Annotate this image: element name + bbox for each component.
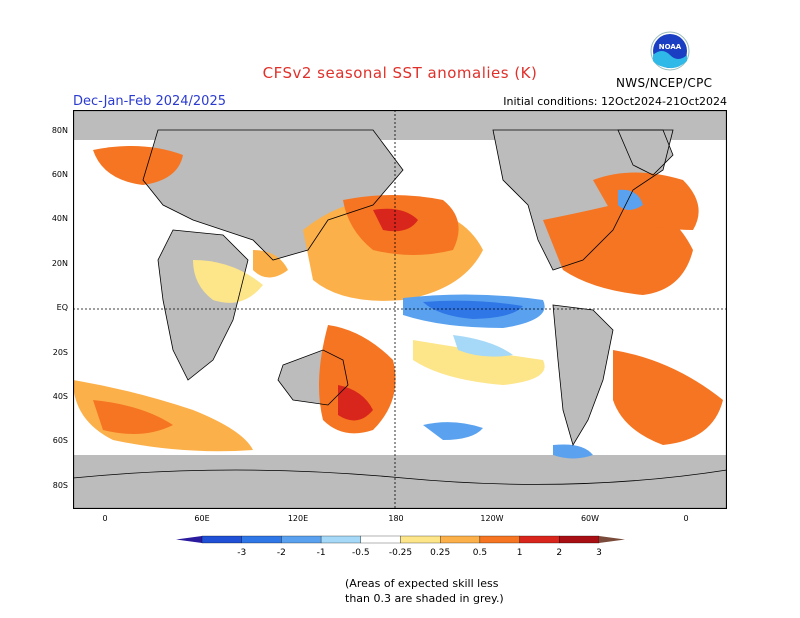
latitude-label: 80N [51, 126, 68, 135]
colorbar-segment [241, 535, 282, 544]
colorbar-segment [201, 535, 242, 544]
colorbar-tick-label: 0.25 [430, 548, 450, 558]
longitude-label: 60E [194, 514, 210, 523]
sst-anomaly-map [73, 110, 727, 509]
colorbar-right-arrow [599, 536, 625, 543]
colorbar-left-arrow [176, 536, 202, 543]
skill-note-line2: than 0.3 are shaded in grey.) [345, 592, 504, 605]
colorbar-tick-label: 1 [517, 548, 523, 558]
longitude-label: 120W [480, 514, 504, 523]
initial-conditions-label: Initial conditions: 12Oct2024-21Oct2024 [503, 95, 727, 108]
latitude-label: 80S [52, 481, 68, 490]
longitude-label: 60W [580, 514, 600, 523]
latitude-label: 60S [52, 436, 68, 445]
season-label: Dec-Jan-Feb 2024/2025 [73, 94, 226, 109]
colorbar-segment [479, 535, 520, 544]
coastlines [73, 129, 727, 485]
longitude-label: 0 [102, 514, 108, 523]
longitude-label: 0 [683, 514, 689, 523]
colorbar-tick-label: -2 [277, 548, 286, 558]
latitude-label: 20N [51, 259, 68, 268]
map-frame [73, 110, 727, 509]
latitude-label: 40S [52, 392, 68, 401]
colorbar-segment [440, 535, 481, 544]
colorbar-segment [281, 535, 322, 544]
colorbar-segment [519, 535, 560, 544]
colorbar-tick-label: -0.25 [389, 548, 412, 558]
longitude-label: 180 [388, 514, 404, 523]
skill-note-line1: (Areas of expected skill less [345, 577, 499, 590]
chart-title: CFSv2 seasonal SST anomalies (K) [262, 64, 538, 82]
colorbar-segment [360, 535, 401, 544]
colorbar-tick-label: -1 [317, 548, 326, 558]
colorbar-tick-label: 2 [556, 548, 562, 558]
colorbar-segment [320, 535, 361, 544]
latitude-label: EQ [56, 303, 68, 312]
noaa-logo: NOAA [650, 31, 690, 71]
colorbar-tick-label: -0.5 [352, 548, 370, 558]
longitude-label: 120E [287, 514, 309, 523]
latitude-label: 40N [51, 214, 68, 223]
colorbar-tick-label: -3 [237, 548, 246, 558]
agency-label: NWS/NCEP/CPC [616, 76, 713, 90]
cool-anomaly-regions [403, 189, 643, 459]
colorbar-tick-label: 3 [596, 548, 602, 558]
warm-anomaly-regions [73, 146, 723, 452]
latitude-label: 20S [52, 348, 68, 357]
logo-text: NOAA [659, 43, 682, 51]
latitude-label: 60N [51, 170, 68, 179]
colorbar-tick-label: 0.5 [473, 548, 487, 558]
colorbar-segment [559, 535, 600, 544]
colorbar: -3 -2 -1 -0.5 -0.25 0.25 0.5 1 2 3 [176, 535, 625, 558]
colorbar-segment [400, 535, 441, 544]
skill-note: (Areas of expected skill less than 0.3 a… [345, 576, 504, 606]
